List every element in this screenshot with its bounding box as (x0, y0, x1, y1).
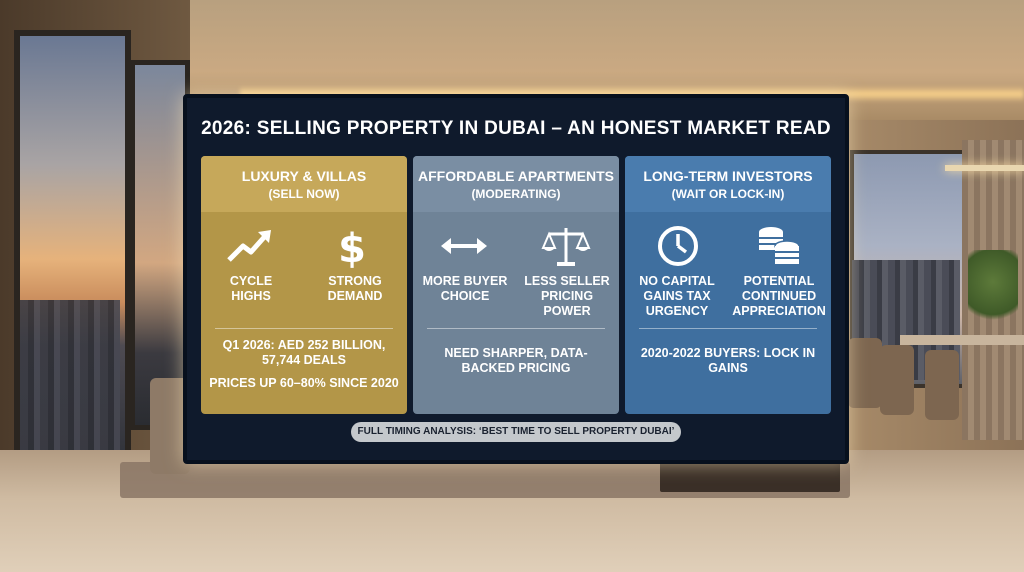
panel-title: LUXURY & VILLAS (241, 168, 367, 184)
dollar-sign-icon: $ (327, 224, 377, 268)
feature-cycle-highs: CYCLE HIGHS (229, 274, 273, 303)
panel-divider (639, 328, 817, 329)
panel-divider (427, 328, 605, 329)
panel-note: Q1 2026: AED 252 BILLION, 57,744 DEALS (222, 338, 386, 367)
feature-strong-demand: STRONG DEMAND (327, 274, 383, 303)
panel-subtitle: (MODERATING) (471, 187, 561, 201)
trending-up-icon (225, 224, 275, 268)
panel-title: LONG-TERM INVESTORS (643, 168, 813, 184)
panel-note: PRICES UP 60–80% SINCE 2020 (209, 376, 399, 390)
tv-screen: 2026: SELLING PROPERTY IN DUBAI – AN HON… (183, 94, 849, 464)
feature-no-cgt-urgency: NO CAPITAL GAINS TAX URGENCY (639, 274, 715, 318)
feature-more-buyer-choice: MORE BUYER CHOICE (422, 274, 508, 303)
feature-potential-appreciation: POTENTIAL CONTINUED APPRECIATION (732, 274, 826, 318)
scales-icon (541, 224, 591, 268)
footer-link-pill: FULL TIMING ANALYSIS: ‘BEST TIME TO SELL… (351, 422, 681, 442)
panel-affordable-apartments: AFFORDABLE APARTMENTS (MODERATING) MORE … (413, 156, 619, 414)
panel-header: LUXURY & VILLAS (SELL NOW) (201, 156, 407, 212)
panel-divider (215, 328, 393, 329)
panel-subtitle: (SELL NOW) (268, 187, 340, 201)
feature-less-seller-pricing-power: LESS SELLER PRICING POWER (524, 274, 610, 318)
panel-subtitle: (WAIT OR LOCK-IN) (671, 187, 785, 201)
coin-stack-icon (753, 224, 803, 268)
svg-text:$: $ (338, 226, 366, 268)
dining-chair (880, 345, 914, 415)
panel-note: NEED SHARPER, DATA-BACKED PRICING (444, 346, 588, 375)
plant (968, 250, 1018, 330)
left-window-secondary (130, 60, 190, 430)
double-arrow-icon (439, 224, 489, 268)
panel-header: LONG-TERM INVESTORS (WAIT OR LOCK-IN) (625, 156, 831, 212)
left-city-skyline (20, 300, 120, 450)
panel-luxury-villas: LUXURY & VILLAS (SELL NOW) $ CYCLE HIGHS … (201, 156, 407, 414)
panel-title: AFFORDABLE APARTMENTS (418, 168, 614, 184)
panel-header: AFFORDABLE APARTMENTS (MODERATING) (413, 156, 619, 212)
panel-long-term-investors: LONG-TERM INVESTORS (WAIT OR LOCK-IN) NO… (625, 156, 831, 414)
dining-table (900, 335, 1024, 345)
clock-icon (653, 224, 703, 268)
panel-note: 2020-2022 BUYERS: LOCK IN GAINS (640, 346, 816, 375)
infographic-title: 2026: SELLING PROPERTY IN DUBAI – AN HON… (201, 118, 831, 139)
pendant-light (945, 165, 1024, 171)
dining-chair (925, 350, 959, 420)
dining-chair (848, 338, 882, 408)
